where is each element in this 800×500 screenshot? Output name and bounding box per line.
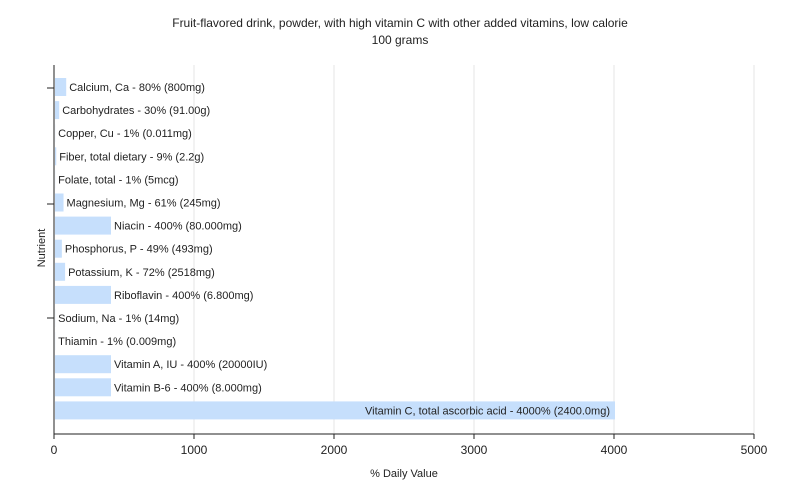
bar-label: Phosphorus, P - 49% (493mg)	[65, 244, 213, 256]
bar-label: Niacin - 400% (80.000mg)	[114, 221, 242, 233]
bar-label: Carbohydrates - 30% (91.00g)	[62, 105, 210, 117]
bar	[55, 378, 111, 397]
bar	[55, 78, 67, 96]
bar-label: Thiamin - 1% (0.009mg)	[58, 336, 176, 348]
chart-title: Fruit-flavored drink, powder, with high …	[172, 16, 628, 30]
x-tick-label: 0	[51, 443, 58, 457]
x-axis-ticks: 0 1000 2000 3000 4000 5000	[51, 434, 768, 457]
bar-label: Vitamin A, IU - 400% (20000IU)	[114, 359, 267, 371]
bar-label: Magnesium, Mg - 61% (245mg)	[67, 198, 221, 210]
bar-label: Vitamin B-6 - 400% (8.000mg)	[114, 382, 262, 394]
x-tick-label: 5000	[741, 443, 768, 457]
y-axis-title: Nutrient	[36, 229, 48, 268]
bar	[55, 239, 62, 258]
bar-label: Copper, Cu - 1% (0.011mg)	[58, 128, 192, 140]
bar-label: Fiber, total dietary - 9% (2.2g)	[59, 151, 204, 163]
bar-label: Folate, total - 1% (5mcg)	[58, 174, 178, 186]
x-axis-title: % Daily Value	[370, 468, 438, 480]
bar	[55, 355, 111, 374]
bars: Calcium, Ca - 80% (800mg) Carbohydrates -…	[55, 78, 615, 420]
x-tick-label: 2000	[321, 443, 348, 457]
bar	[55, 147, 57, 166]
bar-label: Sodium, Na - 1% (14mg)	[58, 313, 179, 325]
bar-label: Vitamin C, total ascorbic acid - 4000% (…	[365, 405, 610, 417]
bar	[55, 216, 111, 235]
bar	[55, 262, 66, 281]
chart-subtitle: 100 grams	[372, 33, 429, 47]
bar-label: Potassium, K - 72% (2518mg)	[68, 267, 215, 279]
bar	[55, 285, 111, 304]
gridlines	[193, 65, 755, 434]
x-tick-label: 4000	[601, 443, 628, 457]
x-tick-label: 3000	[461, 443, 488, 457]
bar-label: Calcium, Ca - 80% (800mg)	[69, 82, 205, 94]
axes	[47, 65, 754, 435]
x-tick-label: 1000	[181, 443, 208, 457]
bar	[55, 401, 615, 420]
bar	[55, 101, 60, 120]
bar-label: Riboflavin - 400% (6.800mg)	[114, 290, 253, 302]
bar	[55, 193, 64, 212]
